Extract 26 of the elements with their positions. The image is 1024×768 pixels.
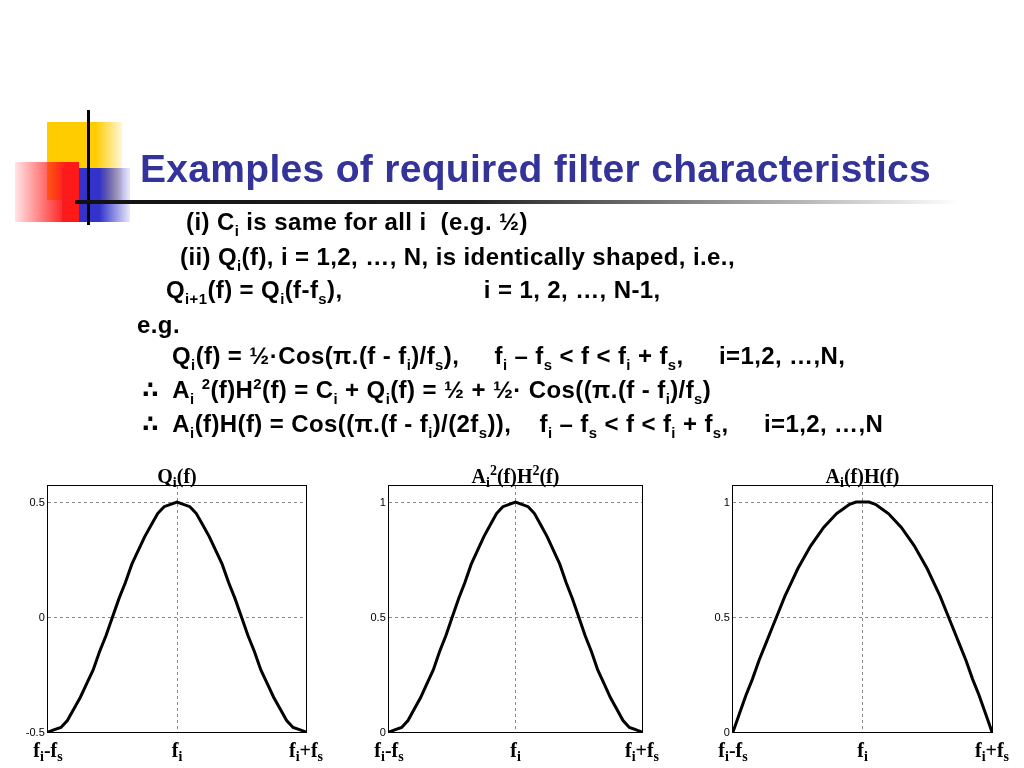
y-tick-label: 0 xyxy=(723,725,730,738)
x-tick-label: f$_{i}$+f$_{s}$ xyxy=(974,739,1010,765)
x-tick-label: f$_{i}$ xyxy=(171,739,183,765)
text: Examples of required filter characteristics xyxy=(140,146,932,192)
text: (ii) Q$_{i}$(f), i = 1,2, …, N, is identically shaped, i.e., xyxy=(180,243,735,274)
text: Q$_{i+1}$(f) = Q$_{i}$(f-f$_{s}$), i = 1, 2, …, N-1, xyxy=(166,276,661,307)
x-tick-label: f$_{i}$ xyxy=(857,739,868,765)
x-tick-label: f$_{i}$+f$_{s}$ xyxy=(288,739,324,765)
text: Q$_{i}$(f) = ½·Cos(π.(f - f$_{i}$)/f$_{s}$), f$_{i}$ – f$_{s}$ < f < f$_{i}$ + f$_{s}$, i=1,2, …,N, xyxy=(172,342,846,373)
y-tick-label: 0 xyxy=(38,610,45,623)
x-tick-label: f$_{i}$+f$_{s}$ xyxy=(624,739,660,765)
y-tick-label: 0.5 xyxy=(714,610,730,623)
y-tick-label: 0.5 xyxy=(370,610,386,623)
x-tick-label: f$_{i}$-f$_{s}$ xyxy=(33,739,64,765)
x-tick-label: f$_{i}$-f$_{s}$ xyxy=(718,739,749,765)
text: (i) C$_{i}$ is same for all i (e.g. ½) xyxy=(186,208,528,239)
text: ∴ A$_{i}$ $^{2}$(f)H$^{2}$(f) = C$_{i}$ + Q$_{i}$(f) = ½ + ½· Cos((π.(f - f$_{i}$)/f$_{s}$) xyxy=(142,376,712,407)
x-tick-label: f$_{i}$-f$_{s}$ xyxy=(374,739,405,765)
y-tick-label: 0.5 xyxy=(29,495,45,508)
y-tick-label: 0 xyxy=(379,725,386,738)
y-tick-label: -0.5 xyxy=(25,725,45,738)
x-tick-label: f$_{i}$ xyxy=(510,739,521,765)
y-tick-label: 1 xyxy=(723,495,730,508)
text: ∴ A$_{i}$(f)H(f) = Cos((π.(f - f$_{i}$)/(2f$_{s}$)), f$_{i}$ – f$_{s}$ < f < f$_{i}$ + f$_{s}$, i=1,2, …,N xyxy=(142,410,884,441)
text: e.g. xyxy=(137,311,180,338)
y-tick-label: 1 xyxy=(379,495,386,508)
